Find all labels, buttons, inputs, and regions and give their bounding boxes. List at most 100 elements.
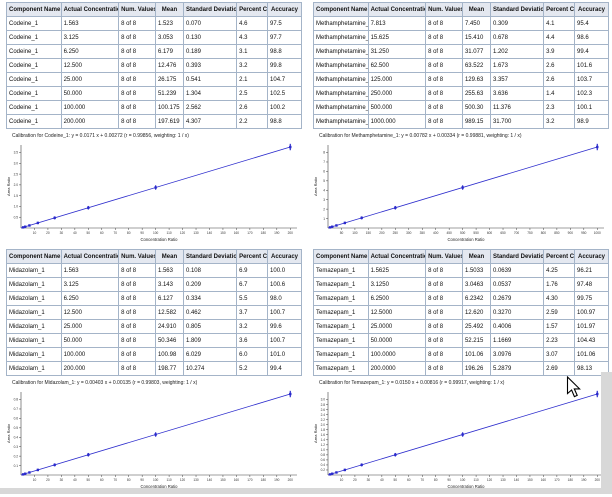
table-row: Midazolam_1 50.000 8 of 8 50.346 1.809 3.6 100… xyxy=(6,333,302,348)
calibration-plot-temazepam: 10 20 30 40 50 60 70 80 90 100 110 120 130 140 150 160 1… xyxy=(313,387,609,497)
table-cell: Temazepam_1 xyxy=(313,291,369,306)
table-cell: 3.0463 xyxy=(461,277,491,292)
table-cell: 3.125 xyxy=(60,30,120,45)
svg-text:110: 110 xyxy=(167,478,172,482)
svg-text:130: 130 xyxy=(193,478,199,482)
table-cell: 102.5 xyxy=(267,86,302,101)
table-cell: 989.15 xyxy=(461,114,491,129)
codeine-stats-table: Component Name Actual Concentration Num. V… xyxy=(6,2,302,129)
svg-text:100: 100 xyxy=(153,231,159,235)
table-cell: 97.7 xyxy=(267,30,302,45)
table-cell: 8 of 8 xyxy=(118,86,156,101)
svg-text:6: 6 xyxy=(323,170,325,174)
table-cell: 98.9 xyxy=(574,114,609,129)
table-cell: 12.620 xyxy=(461,305,491,320)
table-cell: 5.2879 xyxy=(489,361,545,376)
svg-text:20: 20 xyxy=(353,478,357,482)
svg-text:0.4: 0.4 xyxy=(14,435,19,439)
table-cell: 1.563 xyxy=(154,263,184,278)
table-cell: 101.97 xyxy=(574,319,609,334)
table-cell: Temazepam_1 xyxy=(313,277,369,292)
table-cell: 8 of 8 xyxy=(425,100,463,115)
svg-text:1.8: 1.8 xyxy=(321,428,326,432)
table-cell: 1.5033 xyxy=(461,263,491,278)
table-cell: 8 of 8 xyxy=(425,291,463,306)
calibration-plot-midazolam: 10 20 30 40 50 60 70 80 90 100 110 120 130 140 150 160 1… xyxy=(6,387,302,497)
svg-text:10: 10 xyxy=(33,231,37,235)
column-header: Num. Values xyxy=(425,249,463,264)
table-cell: 8 of 8 xyxy=(425,44,463,59)
svg-text:150: 150 xyxy=(527,478,533,482)
table-row: Midazolam_1 25.000 8 of 8 24.910 0.805 3.2 99.… xyxy=(6,319,302,334)
table-cell: 0.209 xyxy=(182,277,238,292)
table-cell: 200.000 xyxy=(60,361,120,376)
svg-text:170: 170 xyxy=(247,231,253,235)
svg-text:300: 300 xyxy=(406,231,412,235)
table-cell: 5.5 xyxy=(236,291,269,306)
table-row: Temazepam_1 3.1250 8 of 8 3.0463 0.0537 1.76 9… xyxy=(313,277,609,292)
table-cell: 100.000 xyxy=(60,347,120,362)
table-cell: 12.476 xyxy=(154,58,184,73)
mouse-cursor xyxy=(566,376,581,398)
svg-text:30: 30 xyxy=(60,478,64,482)
svg-text:200: 200 xyxy=(288,231,294,235)
table-row: Midazolam_1 1.563 8 of 8 1.563 0.108 6.9 100.0 xyxy=(6,263,302,278)
table-cell: Temazepam_1 xyxy=(313,333,369,348)
table-cell: 0.3270 xyxy=(489,305,545,320)
midazolam-stats-table: Component Name Actual Concentration Num. V… xyxy=(6,249,302,376)
svg-text:100: 100 xyxy=(352,231,358,235)
table-cell: 1.202 xyxy=(489,44,545,59)
panel-temazepam: Component Name Actual Concentration Num. V… xyxy=(313,249,609,497)
svg-text:2.5: 2.5 xyxy=(14,172,19,176)
table-cell: 2.6 xyxy=(236,100,269,115)
svg-text:2: 2 xyxy=(323,207,325,211)
table-cell: 2.3 xyxy=(543,100,576,115)
table-cell: 0.108 xyxy=(182,263,238,278)
table-cell: Midazolam_1 xyxy=(6,305,62,320)
svg-text:120: 120 xyxy=(180,478,186,482)
svg-text:190: 190 xyxy=(274,231,280,235)
table-cell: Temazepam_1 xyxy=(313,319,369,334)
column-header: Component Name xyxy=(313,2,369,17)
table-cell: 6.250 xyxy=(60,291,120,306)
svg-text:50: 50 xyxy=(340,231,344,235)
svg-text:350: 350 xyxy=(420,231,426,235)
svg-text:170: 170 xyxy=(247,478,253,482)
table-cell: 8 of 8 xyxy=(425,305,463,320)
table-cell: 5.2 xyxy=(236,361,269,376)
table-cell: Midazolam_1 xyxy=(6,333,62,348)
svg-text:0.5: 0.5 xyxy=(14,215,19,219)
temazepam-stats-table: Component Name Actual Concentration Num. V… xyxy=(313,249,609,376)
table-row: Temazepam_1 12.5000 8 of 8 12.620 0.3270 2.59… xyxy=(313,305,609,320)
table-cell: Methamphetamine_ xyxy=(313,58,369,73)
table-cell: 100.175 xyxy=(154,100,184,115)
svg-text:130: 130 xyxy=(500,478,506,482)
table-cell: 3.7 xyxy=(236,305,269,320)
table-cell: 100.0 xyxy=(267,263,302,278)
svg-text:20: 20 xyxy=(46,478,50,482)
svg-text:40: 40 xyxy=(73,478,77,482)
table-row: Codeine_1 200.000 8 of 8 197.619 4.307 2.2 98.… xyxy=(6,114,302,129)
table-cell: 100.1 xyxy=(574,100,609,115)
table-cell: 101.06 xyxy=(461,347,491,362)
column-header: Accuracy xyxy=(574,249,609,264)
table-cell: 4.6 xyxy=(236,16,269,31)
table-cell: Codeine_1 xyxy=(6,30,62,45)
svg-text:1.6: 1.6 xyxy=(321,433,326,437)
table-cell: 98.8 xyxy=(267,114,302,129)
panel-midazolam: Component Name Actual Concentration Num. V… xyxy=(6,249,302,497)
table-row: Midazolam_1 6.250 8 of 8 6.127 0.334 5.5 98.0 xyxy=(6,291,302,306)
column-header: Mean xyxy=(461,249,491,264)
table-cell: 103.7 xyxy=(574,72,609,87)
table-cell: Codeine_1 xyxy=(6,100,62,115)
svg-text:100: 100 xyxy=(153,478,159,482)
table-row: Midazolam_1 3.125 8 of 8 3.143 0.209 6.7 100.6 xyxy=(6,277,302,292)
y-axis-title: Area Ratio xyxy=(6,423,11,443)
svg-text:40: 40 xyxy=(73,231,77,235)
x-axis-title: Concentration Ratio xyxy=(447,237,485,242)
table-cell: 8 of 8 xyxy=(118,291,156,306)
table-row: Midazolam_1 100.000 8 of 8 100.98 6.029 6.0 10… xyxy=(6,347,302,362)
table-cell: 100.6 xyxy=(267,277,302,292)
svg-text:1.2: 1.2 xyxy=(321,443,326,447)
column-header: Num. Values xyxy=(425,2,463,17)
